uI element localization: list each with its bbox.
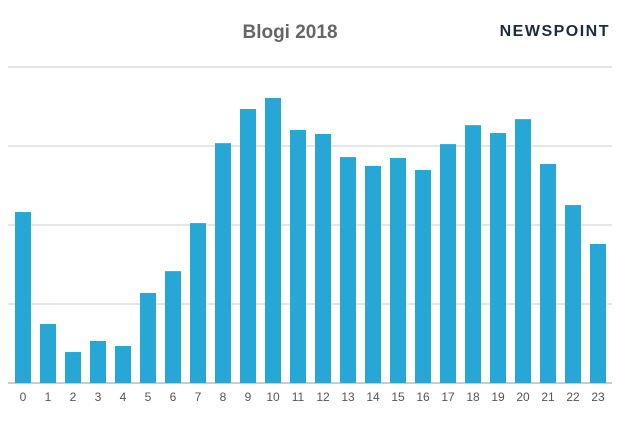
x-tick-label: 11 xyxy=(292,390,305,404)
bar xyxy=(65,352,81,383)
bar xyxy=(240,109,256,383)
x-tick-label: 10 xyxy=(266,390,280,404)
bar xyxy=(190,223,206,383)
x-tick-label: 0 xyxy=(20,390,27,404)
bar xyxy=(265,97,281,383)
x-tick-label: 16 xyxy=(416,390,430,404)
bar xyxy=(115,346,131,383)
bar xyxy=(90,340,106,383)
x-tick-label: 1 xyxy=(45,390,52,404)
bar xyxy=(215,143,231,383)
x-tick-label: 17 xyxy=(441,390,455,404)
bar xyxy=(340,157,356,383)
x-tick-label: 20 xyxy=(516,390,530,404)
bar xyxy=(290,129,306,383)
x-tick-label: 14 xyxy=(366,390,380,404)
x-tick-label: 7 xyxy=(195,390,202,404)
x-tick-label: 2 xyxy=(70,390,77,404)
x-tick-label: 12 xyxy=(316,390,330,404)
x-tick-label: 21 xyxy=(541,390,555,404)
bar xyxy=(590,243,606,383)
x-tick-label: 8 xyxy=(220,390,227,404)
bar xyxy=(440,144,456,383)
x-tick-label: 15 xyxy=(391,390,405,404)
x-tick-label: 4 xyxy=(120,390,127,404)
bar xyxy=(565,205,581,383)
x-tick-label: 6 xyxy=(170,390,177,404)
bar xyxy=(365,165,381,383)
bar xyxy=(515,119,531,383)
bar xyxy=(15,212,31,383)
chart-title: Blogi 2018 xyxy=(242,22,337,43)
x-tick-label: 9 xyxy=(245,390,252,404)
bar xyxy=(490,133,506,383)
bar xyxy=(540,164,556,383)
x-tick-label: 18 xyxy=(466,390,480,404)
bar xyxy=(165,271,181,383)
bar xyxy=(40,323,56,383)
bar xyxy=(140,292,156,383)
bar xyxy=(390,158,406,383)
x-tick-label: 22 xyxy=(566,390,580,404)
x-tick-label: 19 xyxy=(491,390,505,404)
x-tick-label: 5 xyxy=(145,390,152,404)
logo: NEWSPOINT xyxy=(500,23,610,40)
x-tick-label: 13 xyxy=(341,390,355,404)
bar xyxy=(465,125,481,384)
x-tick-label: 23 xyxy=(591,390,605,404)
bar xyxy=(315,133,331,383)
x-tick-label: 3 xyxy=(95,390,102,404)
bar xyxy=(415,170,431,383)
